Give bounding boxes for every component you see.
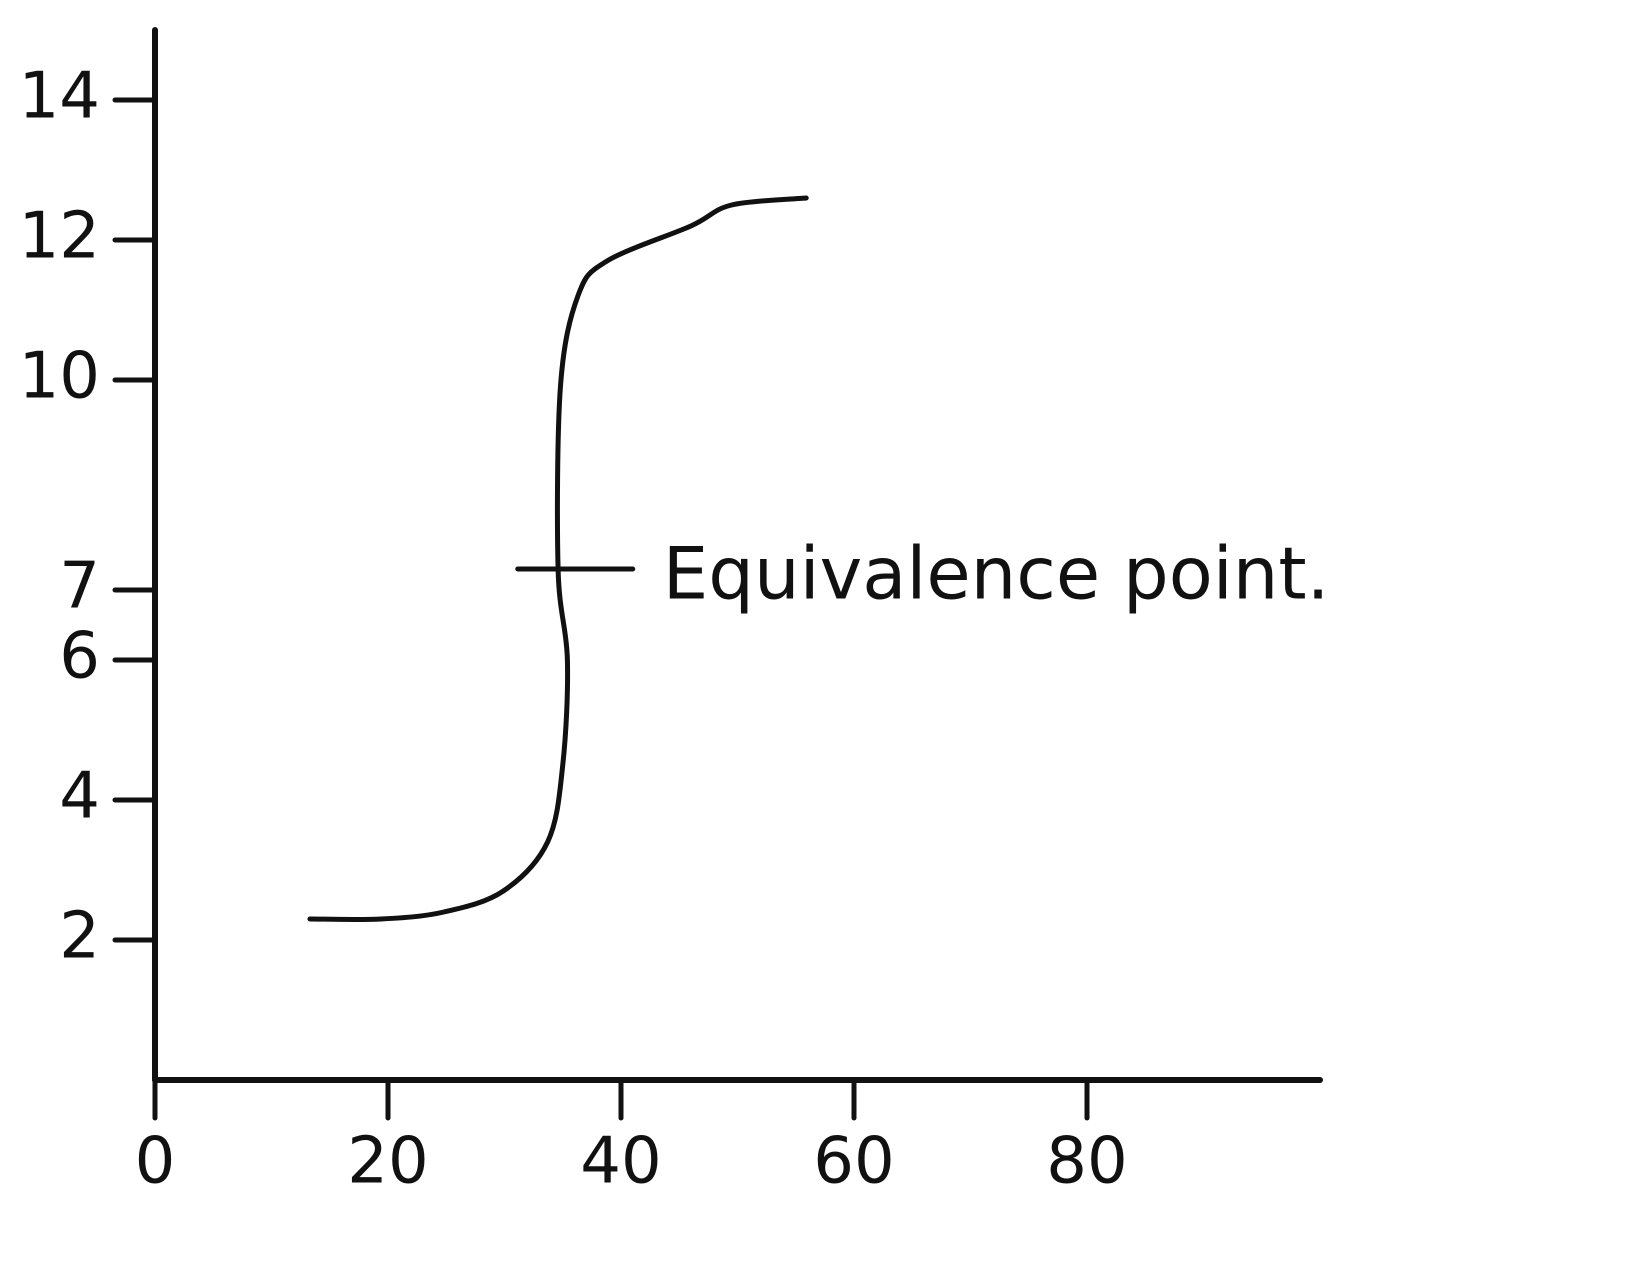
x-tick-label: 20 [347,1125,428,1199]
x-tick-label: 0 [135,1125,176,1199]
annotation: Equivalence point. [663,532,1330,616]
y-tick-label: 12 [19,200,100,274]
x-tick-label: 60 [813,1125,894,1199]
y-tick-label: 2 [59,900,100,974]
y-tick-label: 14 [19,60,100,134]
x-tick-label: 80 [1046,1125,1127,1199]
y-tick-label: 7 [59,550,100,624]
y-tick-label: 4 [59,760,100,834]
y-tick-label: 10 [19,340,100,414]
curve [307,195,809,923]
x-tick-label: 40 [580,1125,661,1199]
y-tick-label: 6 [59,620,100,694]
